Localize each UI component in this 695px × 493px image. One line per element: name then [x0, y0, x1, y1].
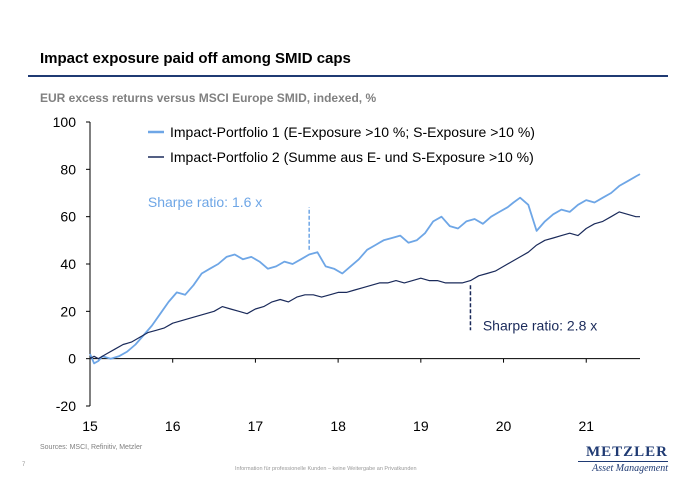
- y-tick-label: -20: [56, 398, 76, 414]
- chart-subtitle: EUR excess returns versus MSCI Europe SM…: [40, 91, 377, 105]
- y-tick-label: 0: [68, 351, 76, 367]
- chart-title: Impact exposure paid off among SMID caps: [40, 50, 351, 67]
- y-tick-label: 20: [60, 303, 76, 319]
- x-tick-label: 20: [496, 418, 512, 434]
- logo-wordmark: METZLER: [585, 444, 668, 460]
- metzler-logo: METZLER Asset Management: [578, 444, 668, 474]
- title-divider: [28, 75, 668, 77]
- x-tick-label: 21: [578, 418, 594, 434]
- sources-note: Sources: MSCI, Refinitiv, Metzler: [40, 444, 143, 451]
- series-line-2: [89, 211, 640, 360]
- legend-label-2: Impact-Portfolio 2 (Summe aus E- und S-E…: [170, 149, 534, 165]
- logo-subtitle: Asset Management: [592, 463, 668, 474]
- y-tick-label: 100: [53, 114, 77, 130]
- x-tick-label: 15: [82, 418, 98, 434]
- footer-disclaimer: Information für professionelle Kunden – …: [235, 466, 417, 472]
- y-tick-label: 80: [60, 161, 76, 177]
- legend-label-1: Impact-Portfolio 1 (E-Exposure >10 %; S-…: [170, 124, 535, 140]
- sharpe-annotation-1: Sharpe ratio: 1.6 x: [148, 194, 262, 210]
- series-line-1: [89, 173, 641, 365]
- y-tick-label: 40: [60, 256, 76, 272]
- logo-rule: [578, 461, 668, 462]
- y-tick-label: 60: [60, 209, 76, 225]
- x-tick-label: 19: [413, 418, 429, 434]
- x-tick-label: 17: [248, 418, 264, 434]
- page-number: 7: [22, 462, 26, 468]
- x-tick-label: 16: [165, 418, 181, 434]
- x-tick-label: 18: [330, 418, 346, 434]
- sharpe-annotation-2: Sharpe ratio: 2.8 x: [483, 317, 597, 333]
